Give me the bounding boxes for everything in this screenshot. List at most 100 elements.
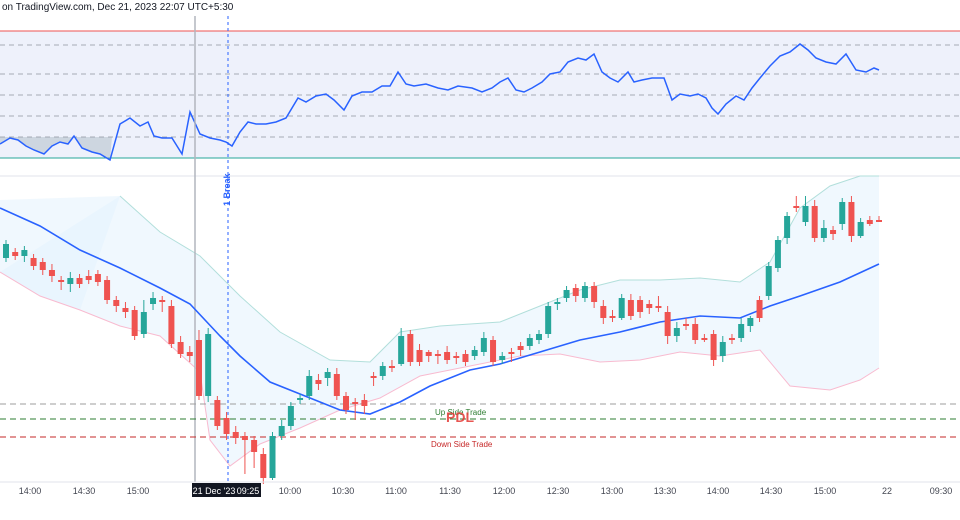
lower-band-line [0, 271, 880, 467]
candle [122, 302, 129, 318]
candle-body [830, 230, 837, 234]
candle [370, 372, 377, 386]
candle [260, 448, 267, 484]
candle-body [297, 398, 304, 400]
candle-body [333, 374, 340, 396]
time-axis-label: 14:30 [73, 486, 96, 496]
candle [361, 394, 368, 414]
candle [728, 334, 735, 344]
candle [692, 318, 699, 344]
candle-body [58, 280, 65, 282]
time-axis-label: 15:00 [127, 486, 150, 496]
candle [113, 296, 120, 312]
band-fill [0, 176, 879, 466]
candle [333, 368, 340, 400]
candle-body [673, 328, 680, 336]
candle [637, 296, 644, 318]
candle [131, 306, 138, 340]
chart-source-header: on TradingView.com, Dec 21, 2023 22:07 U… [2, 2, 234, 13]
candle [710, 330, 717, 366]
candle-body [646, 304, 653, 308]
candle-body [159, 300, 166, 302]
candle [425, 350, 432, 362]
candle-body [554, 302, 561, 304]
time-axis-label: 09:25 [237, 486, 260, 496]
candle [747, 316, 754, 332]
candle [205, 328, 212, 402]
candle-body [85, 276, 92, 280]
candle [287, 402, 294, 430]
candle-body [637, 300, 644, 312]
candle [673, 322, 680, 342]
candle-body [241, 436, 248, 440]
band-fill-left [0, 196, 120, 310]
candle-body [30, 258, 37, 266]
candle-body [324, 372, 331, 378]
candle [627, 294, 634, 320]
candle-body [48, 270, 55, 276]
candle [572, 284, 579, 302]
candle-body [352, 402, 359, 404]
candle-body [701, 338, 708, 340]
candle-body [407, 334, 414, 362]
candle-body [600, 306, 607, 318]
candle [159, 296, 166, 312]
candle [591, 282, 598, 308]
candle-body [150, 298, 157, 304]
candle-body [398, 336, 405, 364]
candle-body [269, 436, 276, 478]
candle-body [12, 252, 19, 256]
candle [784, 212, 791, 244]
candle [269, 432, 276, 480]
candle-body [471, 350, 478, 356]
candle-body [232, 432, 239, 438]
candle-body [94, 274, 101, 282]
candle-body [738, 324, 745, 338]
candle-body [857, 222, 864, 236]
candle [701, 334, 708, 342]
candle-body [21, 250, 28, 256]
candle-body [839, 202, 846, 224]
candle [499, 352, 506, 364]
candle [664, 306, 671, 344]
candle [839, 198, 846, 230]
candle-body [765, 266, 772, 296]
candle-body [177, 342, 184, 354]
candle-body [104, 280, 111, 300]
candle [352, 398, 359, 420]
time-axis-label: 14:30 [760, 486, 783, 496]
candle [793, 196, 800, 212]
candle [545, 302, 552, 338]
candle [278, 420, 285, 440]
candle-body [287, 406, 294, 426]
candle-body [609, 316, 616, 318]
candle [306, 370, 313, 400]
candle [21, 246, 28, 262]
candle [39, 258, 46, 275]
candle [774, 236, 781, 272]
candle-body [76, 278, 83, 284]
down-trade-label: Down Side Trade [431, 440, 493, 449]
break-label: 1 Break [222, 172, 232, 206]
candle-body [186, 352, 193, 356]
candle-body [728, 338, 735, 340]
time-axis-label: 10:30 [332, 486, 355, 496]
candle [223, 412, 230, 440]
candle [830, 226, 837, 240]
candle-body [866, 220, 873, 224]
candle [85, 270, 92, 284]
candle [416, 344, 423, 366]
candle [471, 346, 478, 360]
candle [434, 350, 441, 364]
candle-body [306, 376, 313, 396]
candle-body [434, 354, 441, 356]
candle-body [545, 306, 552, 334]
up-trade-label: Up Side Trade [435, 408, 487, 417]
candle [719, 336, 726, 362]
candle [232, 426, 239, 444]
candle [609, 310, 616, 322]
candle [3, 240, 9, 262]
candle [398, 328, 405, 366]
candle [490, 336, 497, 366]
